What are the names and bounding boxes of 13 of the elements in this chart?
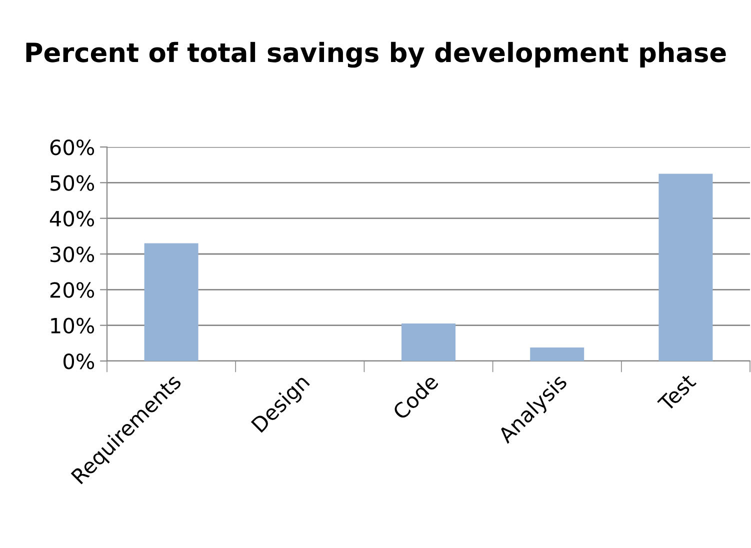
y-tick-label: 40% xyxy=(50,210,94,227)
y-tick-label: 60% xyxy=(50,139,94,156)
bar xyxy=(401,324,456,361)
y-tick-label: 20% xyxy=(50,282,94,298)
y-tick-label: 10% xyxy=(51,318,94,334)
bar xyxy=(144,243,198,361)
bar xyxy=(658,174,713,361)
y-tick-label: 50% xyxy=(50,175,94,191)
x-tick-label: Test xyxy=(657,372,697,413)
chart-title: Percent of total savings by development phase xyxy=(26,42,726,68)
y-tick-label: 0% xyxy=(64,353,94,370)
bar xyxy=(530,347,584,361)
y-tick-label: 30% xyxy=(50,246,94,262)
